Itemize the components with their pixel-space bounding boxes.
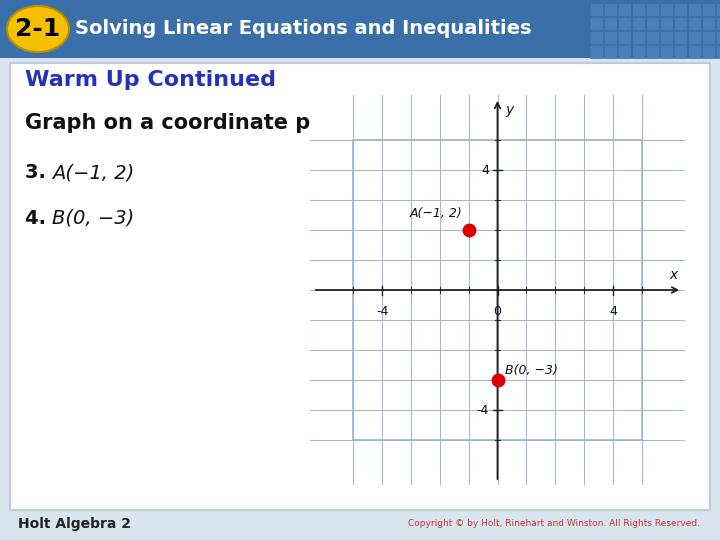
Bar: [716, 3, 720, 16]
Bar: [604, 3, 617, 16]
Bar: [688, 31, 701, 44]
Bar: [660, 45, 673, 58]
Text: Solving Linear Equations and Inequalities: Solving Linear Equations and Inequalitie…: [75, 19, 531, 38]
Bar: [590, 45, 603, 58]
Bar: [604, 45, 617, 58]
Text: 0: 0: [493, 305, 502, 318]
Bar: [604, 17, 617, 30]
Text: -4: -4: [376, 305, 388, 318]
Bar: [646, 45, 659, 58]
Text: x: x: [670, 268, 678, 282]
Bar: [646, 17, 659, 30]
Text: A(−1, 2): A(−1, 2): [410, 206, 463, 219]
Bar: [660, 31, 673, 44]
Bar: [716, 31, 720, 44]
Bar: [604, 31, 617, 44]
Bar: [702, 45, 715, 58]
Text: 4.: 4.: [25, 208, 53, 227]
Bar: [688, 17, 701, 30]
Text: Warm Up Continued: Warm Up Continued: [25, 70, 276, 90]
Bar: [660, 17, 673, 30]
Text: B(0, −3): B(0, −3): [505, 364, 557, 377]
Text: 4: 4: [609, 305, 617, 318]
Bar: [618, 3, 631, 16]
Bar: [632, 3, 645, 16]
Bar: [618, 45, 631, 58]
Bar: [702, 31, 715, 44]
Bar: [674, 45, 687, 58]
Bar: [590, 3, 603, 16]
Bar: [618, 31, 631, 44]
Bar: [646, 3, 659, 16]
Bar: [674, 31, 687, 44]
Text: Copyright © by Holt, Rinehart and Winston. All Rights Reserved.: Copyright © by Holt, Rinehart and Winsto…: [408, 519, 700, 529]
Text: y: y: [505, 103, 513, 117]
Bar: [660, 3, 673, 16]
Bar: [702, 3, 715, 16]
Text: 4: 4: [481, 164, 489, 177]
Bar: [716, 17, 720, 30]
Text: A(−1, 2): A(−1, 2): [52, 164, 134, 183]
Bar: [702, 17, 715, 30]
Text: B(0, −3): B(0, −3): [52, 208, 134, 227]
Bar: [716, 45, 720, 58]
Text: 2-1: 2-1: [15, 17, 60, 41]
Text: 3.: 3.: [25, 164, 53, 183]
Bar: [618, 17, 631, 30]
FancyBboxPatch shape: [10, 63, 710, 510]
Bar: [590, 17, 603, 30]
Bar: [674, 3, 687, 16]
Text: Graph on a coordinate plane.: Graph on a coordinate plane.: [25, 113, 369, 133]
Bar: [688, 45, 701, 58]
Bar: [632, 31, 645, 44]
Text: -4: -4: [477, 403, 489, 416]
Bar: [646, 31, 659, 44]
Bar: [590, 31, 603, 44]
Text: Holt Algebra 2: Holt Algebra 2: [18, 517, 131, 531]
Bar: [632, 45, 645, 58]
Ellipse shape: [7, 6, 69, 52]
Bar: [354, 140, 642, 440]
Bar: [688, 3, 701, 16]
Bar: [0, 0, 720, 58]
Bar: [632, 17, 645, 30]
Bar: [674, 17, 687, 30]
